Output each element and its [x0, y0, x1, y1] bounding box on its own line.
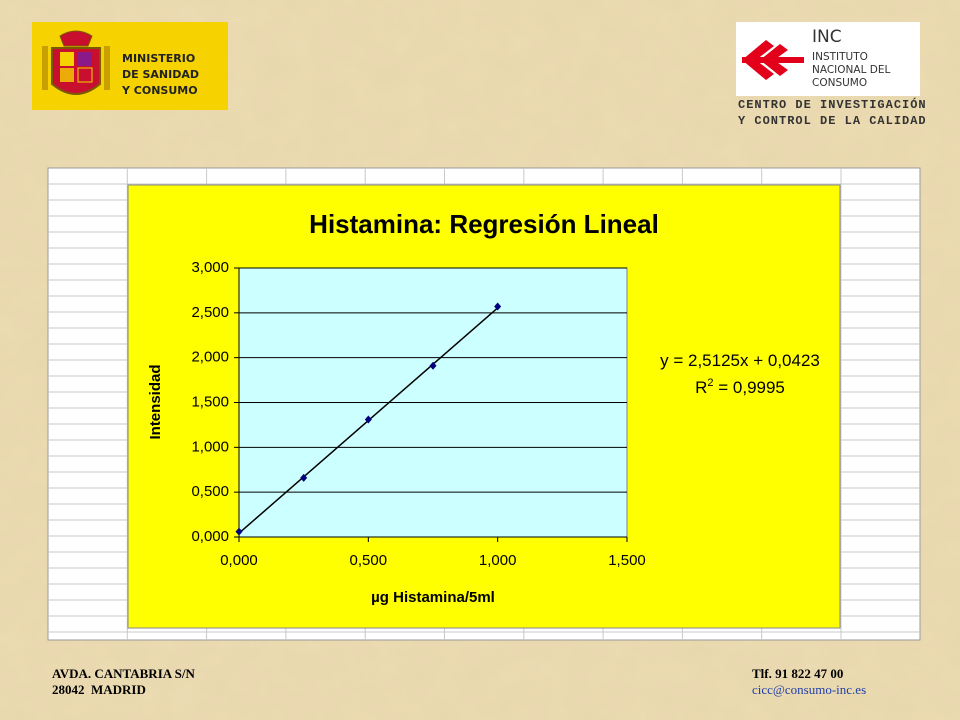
r-squared: R2 = 0,9995	[695, 377, 785, 397]
inc-logo: INC INSTITUTO NACIONAL DEL CONSUMO CENTR…	[736, 22, 927, 128]
data-point	[235, 527, 243, 536]
address: AVDA. CANTABRIA S/N	[52, 666, 196, 681]
r-exponent: 2	[707, 377, 713, 389]
data-point	[364, 415, 372, 424]
inc-name: NACIONAL DEL	[812, 64, 890, 76]
r-value: = 0,9995	[714, 378, 785, 397]
phone: Tlf. 91 822 47 00	[752, 666, 843, 681]
x-axis-label: µg Histamina/5ml	[371, 589, 495, 606]
centre-name: CENTRO DE INVESTIGACIÓN	[738, 97, 927, 112]
inc-acronym: INC	[812, 27, 842, 47]
x-tick-label: 0,500	[350, 552, 388, 569]
data-point	[494, 302, 502, 311]
inc-name: INSTITUTO	[812, 51, 868, 63]
y-tick-label: 1,500	[191, 393, 229, 410]
x-tick-label: 1,000	[479, 552, 517, 569]
x-tick-label: 1,500	[608, 552, 646, 569]
x-tick-label: 0,000	[220, 552, 258, 569]
centre-name: Y CONTROL DE LA CALIDAD	[738, 114, 927, 128]
y-tick-label: 2,000	[191, 349, 229, 366]
email[interactable]: cicc@consumo-inc.es	[752, 682, 866, 697]
r-symbol: R	[695, 378, 707, 397]
y-tick-label: 1,000	[191, 438, 229, 455]
footer: AVDA. CANTABRIA S/N 28042 MADRID Tlf. 91…	[52, 666, 866, 697]
y-tick-label: 0,000	[191, 528, 229, 545]
ministry-logo: MINISTERIO DE SANIDAD Y CONSUMO	[32, 22, 228, 110]
chart: 0,000 0,500 1,000 1,500 2,000 2,500 3,000 0,000…	[191, 259, 645, 569]
chart-title: Histamina: Regresión Lineal	[309, 209, 659, 239]
ministry-name: Y CONSUMO	[121, 84, 198, 97]
ministry-name: DE SANIDAD	[122, 68, 199, 81]
data-point	[300, 473, 308, 482]
ministry-name: MINISTERIO	[122, 52, 195, 65]
y-tick-label: 0,500	[191, 483, 229, 500]
address: 28042 MADRID	[52, 682, 146, 697]
y-tick-label: 2,500	[191, 304, 229, 321]
inc-name: CONSUMO	[812, 77, 867, 89]
data-point	[429, 361, 437, 370]
trendline-equation: y = 2,5125x + 0,0423	[660, 351, 820, 370]
y-tick-label: 3,000	[191, 259, 229, 276]
y-axis-label: Intensidad	[147, 364, 164, 439]
